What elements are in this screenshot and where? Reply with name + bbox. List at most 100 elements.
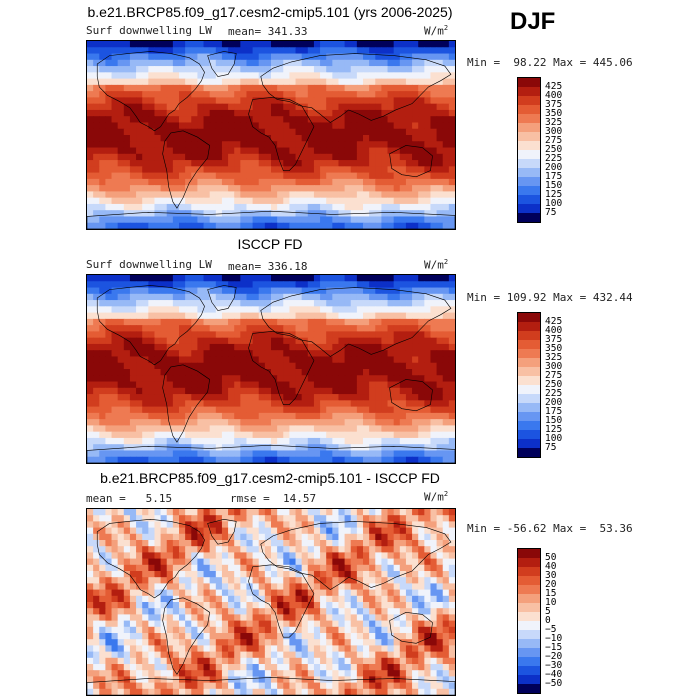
colorbar-tick-label: 150 xyxy=(545,180,563,191)
field-cell xyxy=(271,172,278,180)
field-cell xyxy=(356,300,364,307)
field-cell xyxy=(246,147,254,155)
field-cell xyxy=(332,78,339,86)
field-cell xyxy=(123,369,131,376)
field-cell xyxy=(185,222,192,229)
field-cell xyxy=(234,387,241,395)
field-cell xyxy=(442,203,450,211)
field-cell xyxy=(93,103,100,111)
field-cell xyxy=(375,331,382,339)
field-cell xyxy=(111,527,119,535)
field-cell xyxy=(117,589,125,597)
field-cell xyxy=(160,343,168,351)
field-cell xyxy=(136,275,143,282)
field-cell xyxy=(185,509,192,516)
field-cell xyxy=(289,419,297,426)
field-cell xyxy=(148,47,155,55)
field-cell xyxy=(307,160,315,167)
field-cell xyxy=(215,620,223,628)
field-cell xyxy=(307,546,315,553)
field-cell xyxy=(191,546,198,553)
field-cell xyxy=(221,97,229,105)
field-cell xyxy=(283,375,290,383)
field-cell xyxy=(448,293,455,301)
field-cell xyxy=(381,571,389,578)
field-cell xyxy=(363,406,370,414)
field-cell xyxy=(326,103,333,111)
field-cell xyxy=(160,72,168,80)
field-cell xyxy=(277,153,284,161)
field-cell xyxy=(246,185,254,192)
field-cell xyxy=(154,626,162,634)
field-cell xyxy=(338,293,346,301)
field-cell xyxy=(93,160,100,167)
field-cell xyxy=(307,387,315,395)
field-cell xyxy=(99,109,106,117)
field-cell xyxy=(271,602,278,609)
field-cell xyxy=(117,577,125,584)
field-cell xyxy=(332,160,339,167)
field-cell xyxy=(289,450,297,458)
field-cell xyxy=(228,509,235,516)
field-cell xyxy=(277,287,284,295)
field-cell xyxy=(99,412,106,420)
field-cell xyxy=(87,620,94,628)
colorbar-swatch xyxy=(518,141,540,150)
field-cell xyxy=(123,160,131,167)
field-cell xyxy=(209,72,217,80)
field-cell xyxy=(166,153,174,161)
field-cell xyxy=(197,387,205,395)
field-cell xyxy=(271,306,278,314)
field-cell xyxy=(271,122,278,130)
field-cell xyxy=(283,116,290,123)
field-cell xyxy=(246,47,254,55)
field-cell xyxy=(375,203,382,211)
field-cell xyxy=(399,533,407,541)
field-cell xyxy=(252,306,260,314)
field-cell xyxy=(412,515,419,522)
field-cell xyxy=(123,293,131,301)
field-cell xyxy=(375,166,382,174)
field-cell xyxy=(412,602,419,609)
field-cell xyxy=(246,216,254,224)
field-cell xyxy=(252,362,260,370)
field-cell xyxy=(228,400,235,408)
field-cell xyxy=(185,362,192,370)
field-cell xyxy=(369,406,376,414)
field-cell xyxy=(430,369,438,376)
field-cell xyxy=(203,425,211,433)
field-cell xyxy=(185,626,192,634)
field-cell xyxy=(332,197,339,205)
field-cell xyxy=(264,97,272,105)
field-cell xyxy=(99,406,106,414)
field-cell xyxy=(375,147,382,155)
field-cell xyxy=(154,337,162,345)
field-cell xyxy=(393,425,401,433)
field-cell xyxy=(418,312,425,320)
field-cell xyxy=(271,564,278,572)
field-cell xyxy=(105,437,113,445)
field-cell xyxy=(301,147,309,155)
field-cell xyxy=(399,72,407,80)
field-cell xyxy=(221,178,229,186)
field-cell xyxy=(320,589,327,597)
field-cell xyxy=(356,128,364,136)
field-cell xyxy=(154,281,162,289)
field-cell xyxy=(172,47,180,55)
field-cell xyxy=(185,387,192,395)
field-cell xyxy=(320,564,327,572)
field-cell xyxy=(228,222,235,229)
field-cell xyxy=(87,203,94,211)
field-cell xyxy=(307,608,315,615)
field-cell xyxy=(381,431,389,439)
field-cell xyxy=(203,216,211,224)
field-cell xyxy=(338,318,346,326)
field-cell xyxy=(93,275,100,282)
field-cell xyxy=(111,602,119,609)
field-cell xyxy=(436,406,444,414)
field-cell xyxy=(375,47,382,55)
field-cell xyxy=(369,66,376,73)
field-cell xyxy=(344,128,352,136)
field-cell xyxy=(179,387,186,395)
field-cell xyxy=(313,331,321,339)
